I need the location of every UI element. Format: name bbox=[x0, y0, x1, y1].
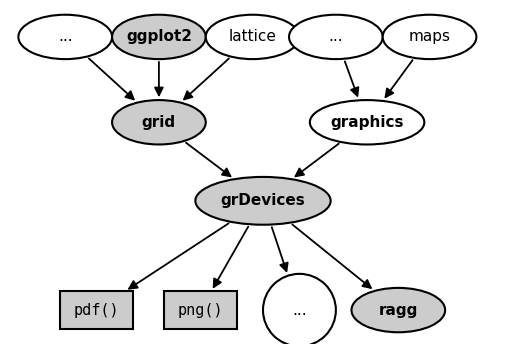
Text: grid: grid bbox=[142, 115, 176, 130]
Text: graphics: graphics bbox=[330, 115, 404, 130]
Ellipse shape bbox=[289, 15, 383, 59]
FancyBboxPatch shape bbox=[60, 291, 133, 329]
Ellipse shape bbox=[206, 15, 299, 59]
Text: maps: maps bbox=[409, 29, 451, 44]
FancyBboxPatch shape bbox=[164, 291, 237, 329]
Text: ragg: ragg bbox=[379, 303, 418, 318]
Ellipse shape bbox=[195, 177, 331, 225]
Text: ggplot2: ggplot2 bbox=[126, 29, 192, 44]
Ellipse shape bbox=[310, 100, 424, 144]
Text: grDevices: grDevices bbox=[220, 193, 306, 208]
Ellipse shape bbox=[383, 15, 477, 59]
Text: pdf(): pdf() bbox=[74, 303, 119, 318]
Text: png(): png() bbox=[178, 303, 224, 318]
Text: ...: ... bbox=[58, 29, 73, 44]
Ellipse shape bbox=[112, 100, 206, 144]
Text: ...: ... bbox=[329, 29, 343, 44]
Ellipse shape bbox=[18, 15, 112, 59]
Ellipse shape bbox=[112, 15, 206, 59]
Ellipse shape bbox=[263, 274, 336, 346]
Text: lattice: lattice bbox=[229, 29, 277, 44]
Text: ...: ... bbox=[292, 303, 307, 318]
Ellipse shape bbox=[351, 288, 445, 332]
